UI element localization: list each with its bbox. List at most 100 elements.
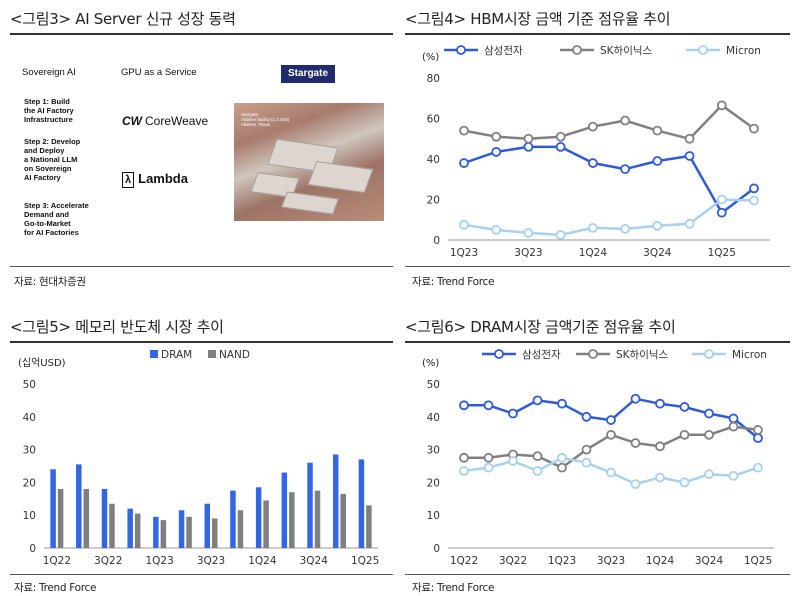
- y-tick-label: 10: [427, 510, 440, 522]
- stargate-facility-photo: Stargate Abilene facility (1.2 GW) Abile…: [234, 103, 384, 221]
- data-point: [606, 467, 616, 478]
- data-point: [483, 452, 494, 463]
- data-point: [684, 218, 695, 229]
- data-point: [753, 462, 763, 473]
- data-point: [728, 413, 739, 424]
- lambda-name: Lambda: [138, 171, 188, 186]
- bar: [160, 520, 167, 548]
- data-point: [459, 158, 469, 168]
- data-point: [459, 466, 469, 476]
- data-point: [523, 141, 534, 152]
- data-point: [459, 219, 469, 230]
- data-point: [753, 433, 763, 444]
- legend-marker: [456, 45, 466, 55]
- bar: [134, 513, 141, 548]
- panel3-top-rule: [10, 33, 393, 35]
- data-point: [532, 451, 543, 462]
- data-point: [716, 194, 727, 205]
- sovereign-step-2: Step 2: Develop and Deploy a National LL…: [24, 137, 81, 182]
- x-tick-label: 1Q25: [744, 555, 772, 567]
- legend-marker: [494, 349, 504, 359]
- data-point: [459, 452, 469, 463]
- y-tick-label: 80: [427, 73, 440, 85]
- y-tick-label: 10: [23, 510, 36, 522]
- data-point: [483, 400, 494, 411]
- data-point: [620, 115, 631, 126]
- bar: [212, 518, 218, 548]
- bar: [281, 472, 288, 548]
- x-tick-label: 1Q23: [450, 247, 478, 259]
- coreweave-mark: CW: [122, 114, 142, 128]
- legend-marker: [588, 349, 598, 359]
- panel6-title: <그림6> DRAM시장 금액기준 점유율 추이: [405, 318, 676, 336]
- data-point: [704, 429, 714, 440]
- bar: [237, 510, 244, 548]
- data-point: [581, 457, 592, 468]
- data-point: [587, 158, 598, 168]
- panel4-bottom-rule: [405, 266, 790, 267]
- data-point: [523, 133, 534, 144]
- data-point: [716, 100, 727, 111]
- bar: [50, 469, 56, 548]
- data-point: [753, 425, 763, 435]
- data-point: [532, 395, 543, 406]
- x-tick-label: 1Q22: [43, 555, 71, 567]
- series-line: [463, 104, 755, 141]
- x-tick-label: 1Q24: [248, 555, 277, 567]
- legend-marker: [572, 45, 582, 55]
- bar: [204, 503, 210, 548]
- x-tick-label: 3Q23: [514, 247, 542, 259]
- sovereign-ai-label: Sovereign AI: [22, 67, 76, 78]
- data-point: [620, 164, 631, 175]
- x-tick-label: 3Q23: [597, 555, 625, 567]
- data-point: [606, 415, 616, 425]
- memory-market-chart: (십억USD) 0 10 20 30 40 50 1Q22 3Q22 1Q23 3Q23 1Q24 3Q…: [18, 349, 379, 567]
- legend-label: 삼성전자: [484, 45, 523, 57]
- data-point: [704, 408, 714, 419]
- panel5-source: 자료: Trend Force: [14, 582, 97, 594]
- data-point: [684, 133, 695, 144]
- x-tick-label: 1Q25: [351, 555, 379, 567]
- bar: [366, 505, 372, 548]
- panel3-title: <그림3> AI Server 신규 성장 동력: [10, 10, 236, 28]
- stargate-logo-text: Stargate: [287, 68, 328, 79]
- data-point: [728, 421, 739, 432]
- data-point: [508, 456, 518, 466]
- bar: [230, 490, 236, 548]
- panel3-bottom-rule: [10, 266, 393, 267]
- data-point: [557, 462, 567, 473]
- x-tick-label: 3Q22: [94, 555, 122, 567]
- data-point: [749, 123, 759, 134]
- data-point: [630, 438, 641, 448]
- x-tick-label: 3Q24: [695, 555, 724, 567]
- data-point: [749, 183, 759, 194]
- legend-marker: [704, 349, 714, 359]
- x-tick-label: 1Q24: [579, 247, 608, 259]
- x-tick-label: 1Q25: [708, 247, 736, 259]
- coreweave-name: CoreWeave: [145, 114, 209, 128]
- data-point: [459, 400, 469, 411]
- bar: [101, 488, 108, 548]
- sovereign-step-1: Step 1: Build the AI Factory Infrastruct…: [24, 97, 74, 124]
- panel4-title: <그림4> HBM시장 금액 기준 점유율 추이: [405, 10, 671, 28]
- data-point: [652, 220, 663, 231]
- bar: [57, 488, 64, 548]
- legend-label: NAND: [219, 349, 250, 361]
- data-point: [728, 470, 739, 481]
- panel4-top-rule: [405, 33, 790, 35]
- data-point: [716, 207, 727, 218]
- series-line: [463, 145, 755, 214]
- data-point: [557, 452, 567, 463]
- panel6-source: 자료: Trend Force: [412, 582, 495, 594]
- x-tick-label: 3Q23: [197, 555, 225, 567]
- y-tick-label: 40: [427, 412, 440, 424]
- y-tick-label: 30: [427, 445, 440, 457]
- data-point: [679, 477, 690, 488]
- sovereign-step-3: Step 3: Accelerate Demand and Go-to-Mark…: [24, 201, 89, 237]
- y-tick-label: 20: [427, 195, 440, 207]
- data-point: [532, 466, 543, 476]
- y-tick-label: 0: [29, 543, 36, 555]
- data-point: [555, 230, 566, 240]
- bar: [332, 454, 339, 548]
- bar: [307, 462, 313, 548]
